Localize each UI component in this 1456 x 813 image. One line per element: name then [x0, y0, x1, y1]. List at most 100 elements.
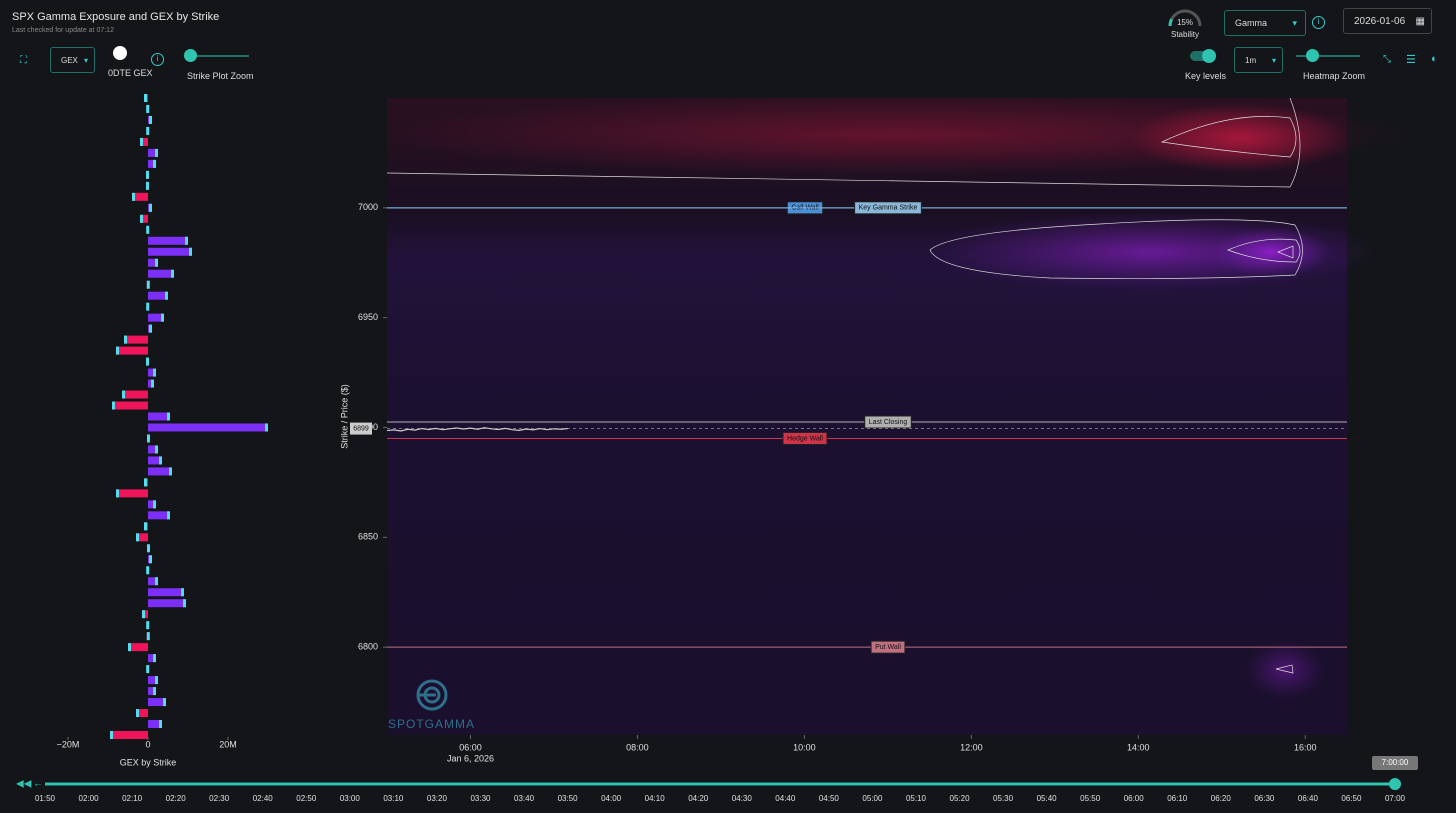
gex-bar [148, 291, 168, 300]
info-icon[interactable]: i [1312, 16, 1325, 29]
timeline-tick-label: 04:50 [819, 794, 840, 803]
x-tick-label: 14:00 [1127, 742, 1150, 752]
strike-zoom-knob[interactable] [184, 49, 197, 62]
gex-bar-cap [155, 258, 158, 267]
theme-button[interactable]: ◐ [1431, 53, 1438, 65]
timeline-value-bg [1372, 756, 1418, 770]
odte-toggle[interactable] [113, 46, 127, 60]
fullscreen-button[interactable]: ⛶ [20, 55, 27, 66]
gex-bar [148, 511, 170, 520]
gex-bar-cap [151, 379, 154, 388]
gex-bar-cap [146, 357, 149, 366]
collapse-button[interactable]: ⤡ [1383, 54, 1391, 65]
key-levels-toggle[interactable] [1190, 49, 1216, 63]
x-tick-label: −20M [57, 739, 80, 749]
timeline-tick-label: 02:00 [79, 794, 100, 803]
level-label-bg [782, 431, 828, 445]
date-label: Jan 6, 2026 [447, 753, 494, 763]
interval-select[interactable]: 1m ▾ [1234, 47, 1283, 73]
gex-bar [148, 588, 184, 597]
timeline-tick-label: 05:00 [862, 794, 883, 803]
timeline-tick-label: 02:40 [253, 794, 274, 803]
gex-bar [148, 599, 186, 608]
gex-bar-cap [146, 621, 150, 630]
gex-bar [136, 533, 148, 542]
gex-bar-cap [116, 346, 119, 355]
timeline-tick-label: 04:20 [688, 794, 709, 803]
timeline-tick-label: 07:00 [1385, 794, 1406, 803]
gex-bar-cap [147, 434, 150, 443]
gex-bar [116, 346, 148, 355]
date-text: 2026-01-06 [1354, 15, 1406, 27]
gex-bar-cap [149, 115, 152, 124]
gex-bar-cap [142, 610, 145, 619]
date-picker[interactable]: 2026-01-06 ▦ [1343, 8, 1432, 34]
gex-select[interactable]: GEX ▾ [50, 47, 95, 73]
gex-bar [148, 159, 156, 168]
stability-value: 15% [1177, 18, 1193, 27]
gex-bar-cap [167, 511, 170, 520]
price-label-bg [350, 422, 372, 435]
gex-bar-cap [153, 368, 156, 377]
gex-bar [122, 390, 148, 399]
level-label: Hedge Wall [787, 435, 823, 442]
timeline-tick-label: 06:40 [1298, 794, 1319, 803]
gex-bar-cap [155, 577, 158, 586]
gex-bar [136, 709, 148, 718]
gex-bar [148, 247, 192, 256]
gex-bar [148, 236, 188, 245]
odte-label: 0DTE GEX [108, 68, 153, 78]
interval-text: 1m [1245, 55, 1257, 65]
timeline-tick-label: 02:30 [209, 794, 230, 803]
timeline-tick-label: 04:30 [732, 794, 753, 803]
timeline-tick-label: 03:10 [383, 794, 404, 803]
x-axis-label: GEX by Strike [120, 757, 177, 767]
gex-bar-cap [144, 94, 147, 102]
gex-text: GEX [61, 55, 78, 65]
x-tick-label: 06:00 [459, 742, 482, 752]
gex-bar-cap [146, 665, 150, 674]
timeline-tick-label: 03:00 [340, 794, 361, 803]
price-line [386, 427, 568, 432]
heatmap-background [380, 95, 1420, 735]
gex-bar-cap [146, 170, 149, 179]
gex-bar-cap [165, 291, 168, 300]
heatmap-zoom-track [1296, 55, 1360, 57]
x-tick-label: 12:00 [960, 742, 983, 752]
gex-bar-cap [146, 566, 150, 575]
gex-bar [148, 676, 158, 685]
timeline-tick-label: 06:00 [1124, 794, 1145, 803]
stability-gauge: 15% Stability [1168, 9, 1202, 39]
rewind-button[interactable]: ◀◀ [16, 779, 32, 790]
timeline-tick-label: 04:10 [645, 794, 666, 803]
x-tick-label: 10:00 [793, 742, 816, 752]
timeline-tick-label: 06:10 [1167, 794, 1188, 803]
heatmap-zoom-knob[interactable] [1306, 49, 1319, 62]
gex-bar [116, 489, 148, 498]
gex-bar [140, 137, 148, 146]
strike-zoom-track [185, 55, 249, 57]
y-axis-label: Strike / Price ($) [339, 384, 349, 449]
level-label-bg [864, 415, 912, 429]
timeline-tick-label: 05:40 [1037, 794, 1058, 803]
info-icon[interactable]: i [151, 53, 164, 66]
gex-bar-cap [189, 247, 192, 256]
gex-bar-cap [149, 555, 152, 564]
gex-bar-cap [132, 192, 135, 201]
gex-bar-cap [153, 500, 156, 509]
timeline-tick-label: 02:10 [122, 794, 143, 803]
gex-bar-cap [122, 390, 125, 399]
settings-button[interactable]: ☰ [1406, 54, 1416, 66]
gex-bar [148, 445, 158, 454]
logo: SPOTGAMMA [388, 717, 475, 731]
gex-bar [148, 148, 158, 157]
gauge-value [1168, 18, 1174, 27]
timeline-tick-label: 06:50 [1341, 794, 1362, 803]
timeline-tick-label: 06:30 [1254, 794, 1275, 803]
stability-label: Stability [1171, 30, 1199, 39]
gex-bar-cap [110, 731, 113, 739]
gex-bar-cap [146, 181, 149, 190]
metric-select[interactable]: Gamma ▾ [1224, 10, 1306, 36]
gex-bar-cap [153, 654, 156, 663]
